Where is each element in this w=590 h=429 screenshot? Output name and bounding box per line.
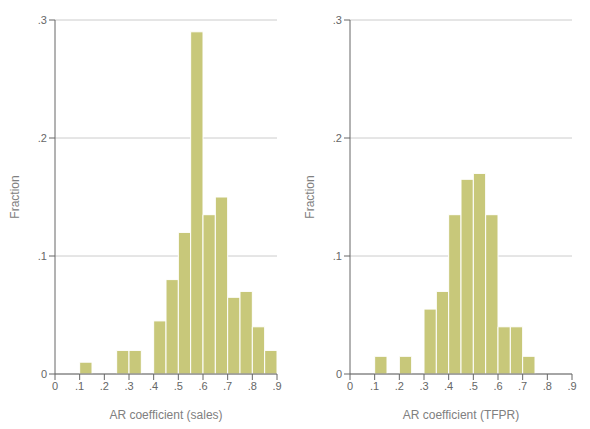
svg-text:.6: .6 — [198, 380, 207, 392]
svg-text:AR coefficient (sales): AR coefficient (sales) — [109, 408, 222, 422]
svg-text:.5: .5 — [469, 380, 478, 392]
svg-text:.8: .8 — [543, 380, 552, 392]
svg-text:.9: .9 — [567, 380, 576, 392]
svg-text:.7: .7 — [223, 380, 232, 392]
svg-text:.1: .1 — [75, 380, 84, 392]
svg-text:0: 0 — [52, 380, 58, 392]
svg-text:.7: .7 — [518, 380, 527, 392]
svg-text:.8: .8 — [248, 380, 257, 392]
svg-text:.9: .9 — [272, 380, 281, 392]
svg-text:.4: .4 — [444, 380, 453, 392]
svg-text:Fraction: Fraction — [8, 175, 22, 218]
svg-text:.1: .1 — [370, 380, 379, 392]
svg-text:.3: .3 — [333, 14, 342, 26]
svg-text:.2: .2 — [38, 132, 47, 144]
svg-text:.3: .3 — [38, 14, 47, 26]
svg-text:AR coefficient (TFPR): AR coefficient (TFPR) — [403, 408, 519, 422]
svg-text:.1: .1 — [333, 250, 342, 262]
svg-text:Fraction: Fraction — [303, 175, 317, 218]
svg-text:.3: .3 — [124, 380, 133, 392]
svg-text:.4: .4 — [149, 380, 158, 392]
svg-text:.2: .2 — [100, 380, 109, 392]
svg-text:.3: .3 — [419, 380, 428, 392]
svg-text:0: 0 — [41, 368, 47, 380]
svg-text:.2: .2 — [395, 380, 404, 392]
svg-text:.6: .6 — [493, 380, 502, 392]
svg-text:.5: .5 — [174, 380, 183, 392]
svg-text:0: 0 — [347, 380, 353, 392]
svg-text:0: 0 — [336, 368, 342, 380]
svg-text:.2: .2 — [333, 132, 342, 144]
svg-text:.1: .1 — [38, 250, 47, 262]
